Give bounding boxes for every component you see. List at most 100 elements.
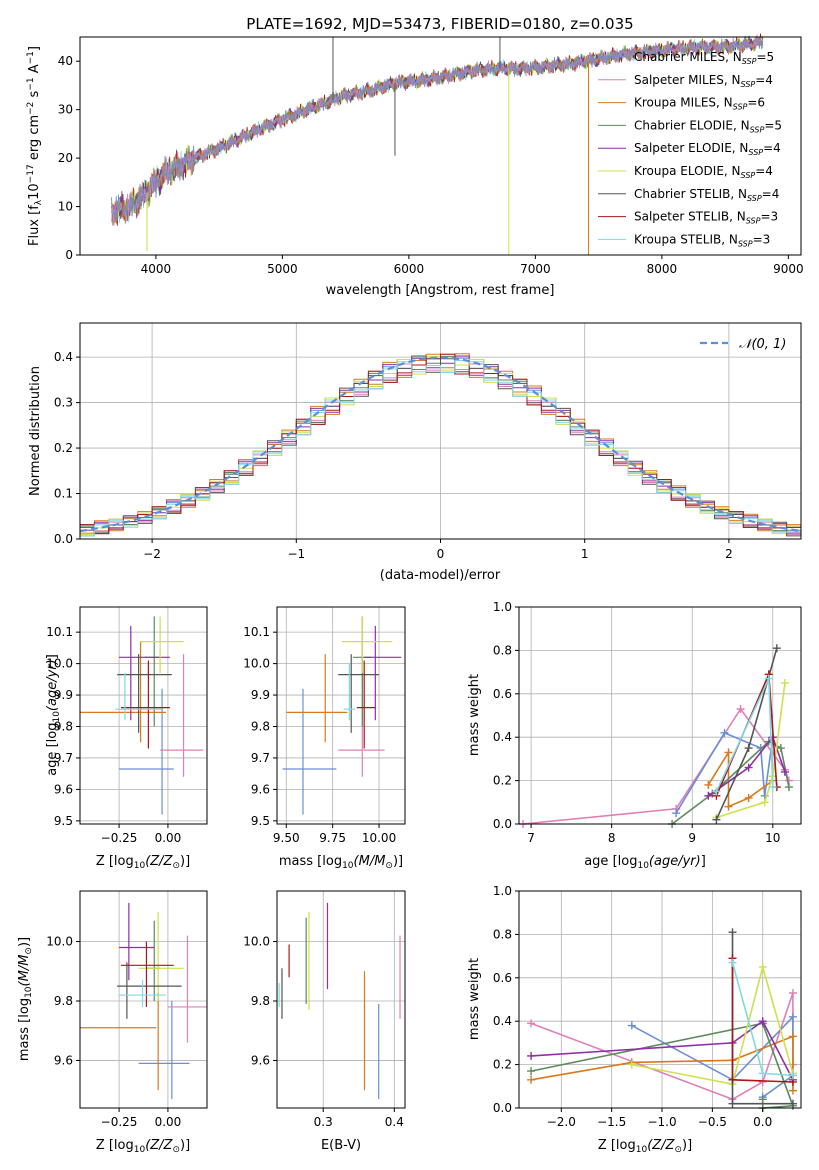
spectrum-ytick-label: 30 xyxy=(58,103,73,117)
age_vs_mass-xtick-label: 10.00 xyxy=(362,831,396,845)
mass-vs-Z-ylabel-close: )] xyxy=(17,937,32,947)
legend-label-count: =4 xyxy=(755,73,773,87)
spectrum-ylabel-cm-exp: −2 xyxy=(26,102,36,115)
weight_vs_Z-marker-salpeter-miles xyxy=(758,1077,767,1086)
spectrum-xtick-label: 6000 xyxy=(394,262,425,276)
weight_vs_age-ytick-label: 0.6 xyxy=(493,687,512,701)
weight_vs_age-marker-salpeter-elodie xyxy=(704,791,713,800)
weight-vs-Z-xlabel-main: Z [log xyxy=(598,1138,636,1153)
mass-vs-Z-xlabel-main: Z [log xyxy=(96,1138,134,1153)
age_vs_Z-ytick-label: 9.9 xyxy=(54,688,73,702)
legend-label-count: =4 xyxy=(755,164,773,178)
residuals-ticks: −2 −1 0 1 2 0.0 0.1 0.2 0.3 0.4 xyxy=(54,350,733,561)
weight_vs_Z-marker-chabrier-stelib xyxy=(728,1099,737,1108)
weight_vs_Z-xtick-label: 0.0 xyxy=(753,1115,772,1129)
spectrum-xtick-label: 4000 xyxy=(141,262,172,276)
weight_vs_Z-marker-chabrier-stelib xyxy=(788,1099,797,1108)
spectrum-line-chabrier-miles xyxy=(111,35,764,223)
mass-vs-Z-xlabel-close: )] xyxy=(180,1138,190,1153)
weight_vs_Z-marker-salpeter-stelib xyxy=(728,1075,737,1084)
age-vs-mass-panel: 9.50 9.75 10.00 9.5 9.6 9.7 9.8 9.9 10.0 10.1 xyxy=(243,606,406,845)
weight-vs-age-xlabel-main: age [log xyxy=(584,854,637,869)
legend-label-chabrier-stelib: Chabrier STELIB, NSSP=4 xyxy=(634,187,779,203)
histogram-kroupa-stelib xyxy=(80,360,801,538)
age-vs-mass-xlabel-sub: 10 xyxy=(342,861,354,871)
spectrum-ytick-label: 0 xyxy=(65,248,73,262)
legend-label-salpeter-elodie: Salpeter ELODIE, NSSP=4 xyxy=(634,141,781,157)
legend-label-main: Kroupa MILES, N xyxy=(634,96,733,110)
mass_vs_Z-frame xyxy=(79,890,208,1109)
mass-vs-Z-xlabel-rest: (Z/Z xyxy=(145,1138,173,1153)
spectrum-xlabel: wavelength [Angstrom, rest frame] xyxy=(326,283,555,298)
weight_vs_age-ytick-label: 0.4 xyxy=(493,730,512,744)
weight_vs_Z-xtick-label: −2.0 xyxy=(547,1115,576,1129)
age-vs-Z-xlabel-sub: 10 xyxy=(134,861,146,871)
age_vs_mass-frame xyxy=(276,606,406,825)
spectrum-ylabel-s: s xyxy=(27,90,42,101)
age_vs_Z-ytick-label: 9.5 xyxy=(54,814,73,828)
legend-label-count: =5 xyxy=(756,50,774,64)
weight_vs_age-marker-chabrier-elodie xyxy=(784,783,793,792)
weight-vs-age-panel: 7 8 9 10 0.0 0.2 0.4 0.6 0.8 1.0 xyxy=(493,600,802,845)
spectrum-ylabel-a-exp: −1 xyxy=(26,51,36,64)
mass_vs_EBV-xtick-label: 0.3 xyxy=(314,1115,333,1129)
weight_vs_Z-marker-salpeter-miles xyxy=(788,988,797,997)
age-vs-Z-xlabel-sun: ⊙ xyxy=(172,861,180,871)
mass_vs_Z-xtick-label: −0.25 xyxy=(101,1115,138,1129)
weight_vs_age-frame xyxy=(518,606,802,825)
weight_vs_age-ytick-label: 1.0 xyxy=(493,600,512,614)
legend-label-main: Kroupa ELODIE, N xyxy=(634,164,741,178)
mass-vs-ebv-panel: 0.3 0.4 9.6 9.8 10.0 xyxy=(243,890,406,1129)
legend-label-main: Salpeter STELIB, N xyxy=(634,210,746,224)
spectrum-ylabel-unit: erg cm xyxy=(27,115,42,164)
mass-vs-Z-ylabel-sub: 10 xyxy=(24,986,34,998)
residuals-xlabel: (data-model)/error xyxy=(380,568,501,583)
age_vs_Z-frame xyxy=(79,606,208,825)
mass-vs-Z-xlabel-sub: 10 xyxy=(134,1145,146,1155)
weight_vs_Z-marker-kroupa-miles xyxy=(788,1032,797,1041)
age-vs-Z-ylabel-rest: (age/yr) xyxy=(45,659,60,711)
mass_vs_EBV-xtick-label: 0.4 xyxy=(385,1115,404,1129)
weight_vs_Z-xtick-label: −1.0 xyxy=(647,1115,676,1129)
residuals-ytick-label: 0.4 xyxy=(54,350,73,364)
legend-label-sub: SSP xyxy=(741,171,756,180)
legend-label-sub: SSP xyxy=(747,194,762,203)
age-vs-mass-xlabel-rest: (M/M xyxy=(354,854,386,869)
weight_vs_Z-marker-chabrier-elodie xyxy=(527,1067,536,1076)
weight_vs_age-marker-kroupa-miles xyxy=(724,748,733,757)
age_vs_Z-ytick-label: 10.1 xyxy=(46,625,73,639)
mass_vs_Z-ytick-label: 9.6 xyxy=(54,1053,73,1067)
weight_vs_age-marker-chabrier-miles xyxy=(720,728,729,737)
age_vs_Z-xtick-label: −0.25 xyxy=(101,831,138,845)
spectrum-ytick-label: 10 xyxy=(58,200,73,214)
figure-title: PLATE=1692, MJD=53473, FIBERID=0180, z=0… xyxy=(246,15,633,33)
weight_vs_age-marker-kroupa-miles xyxy=(704,780,713,789)
weight_vs_Z-marker-chabrier-elodie xyxy=(758,1095,767,1104)
age-vs-Z-ylabel-close: ] xyxy=(45,654,60,659)
residuals-ytick-label: 0.0 xyxy=(54,532,73,546)
legend-label-sub: SSP xyxy=(733,103,748,112)
weight_vs_Z-ytick-label: 0.4 xyxy=(493,1014,512,1028)
residuals-ylabel: Normed distribution xyxy=(28,366,43,496)
age_vs_mass-xtick-label: 9.75 xyxy=(319,831,346,845)
weight_vs_age-xtick-label: 7 xyxy=(527,831,535,845)
weight_vs_Z-marker-salpeter-elodie xyxy=(758,1017,767,1026)
spectrum-series xyxy=(111,33,764,255)
weight_vs_age-marker-kroupa-miles xyxy=(724,802,733,811)
legend-label-sub: SSP xyxy=(741,80,756,89)
mass-vs-Z-ylabel: mass [log10(M/M⊙)] xyxy=(17,937,34,1061)
weight-vs-Z-ylabel: mass weight xyxy=(467,958,482,1040)
weight_vs_age-marker-salpeter-miles xyxy=(736,704,745,713)
histogram-salpeter-stelib xyxy=(80,353,801,535)
weight_vs_age-marker-chabrier-elodie xyxy=(776,744,785,753)
age_vs_Z-ytick-label: 9.7 xyxy=(54,751,73,765)
mass_vs_Z-ytick-label: 10.0 xyxy=(46,935,73,949)
age-vs-Z-xlabel-rest: (Z/Z xyxy=(145,854,173,869)
spectrum-ticks: 4000 5000 6000 7000 8000 9000 0 10 20 30 40 xyxy=(58,54,804,276)
mass_vs_Z-ytick-label: 9.8 xyxy=(54,994,73,1008)
spectrum-xtick-label: 7000 xyxy=(520,262,551,276)
age-vs-Z-xlabel: Z [log10(Z/Z⊙)] xyxy=(96,854,190,871)
mass-vs-ebv-xlabel: E(B-V) xyxy=(321,1138,361,1153)
spectrum-ylabel-factor: 10 xyxy=(27,183,42,200)
residuals-ytick-label: 0.2 xyxy=(54,441,73,455)
